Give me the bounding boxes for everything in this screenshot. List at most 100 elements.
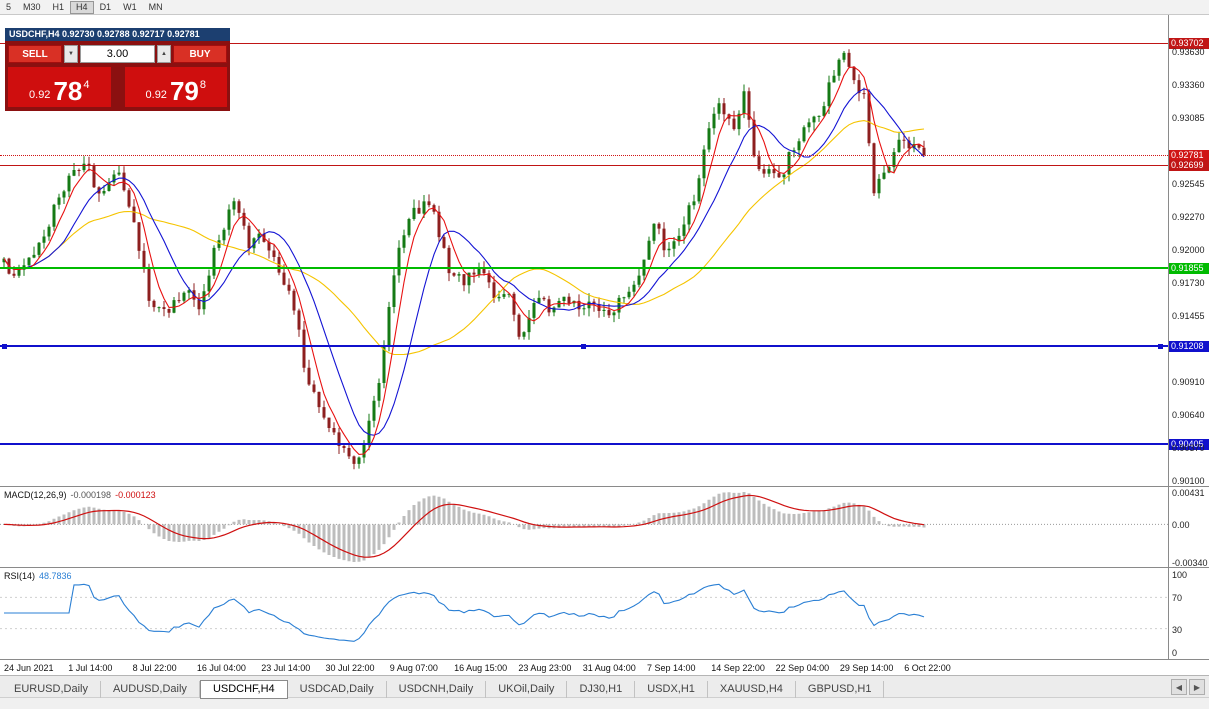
- tab-xauusd-h4[interactable]: XAUUSD,H4: [708, 681, 796, 698]
- rsi-panel-separator[interactable]: [0, 567, 1209, 568]
- sell-price-base: 0.92: [29, 89, 51, 101]
- buy-price-display[interactable]: 0.92 79 8: [124, 67, 227, 107]
- timeframe-d1[interactable]: D1: [94, 1, 118, 14]
- time-tick: 22 Sep 04:00: [775, 663, 830, 673]
- tab-eurusd-daily[interactable]: EURUSD,Daily: [2, 681, 101, 698]
- time-tick: 23 Jul 14:00: [261, 663, 311, 673]
- price-tick: 0.90640: [1172, 410, 1205, 421]
- timeframe-w1[interactable]: W1: [117, 1, 143, 14]
- price-badge-0.91208: 0.91208: [1169, 341, 1209, 352]
- macd-plot[interactable]: [0, 487, 1168, 567]
- price-badge-0.90405: 0.90405: [1169, 439, 1209, 450]
- rsi-name: RSI(14): [4, 571, 36, 581]
- timeframe-h4[interactable]: H4: [70, 0, 94, 14]
- tab-usdcad-daily[interactable]: USDCAD,Daily: [288, 681, 387, 698]
- tab-gbpusd-h1[interactable]: GBPUSD,H1: [796, 681, 885, 698]
- buy-price-base: 0.92: [145, 89, 167, 101]
- time-tick: 7 Sep 14:00: [647, 663, 696, 673]
- sell-price-display[interactable]: 0.92 78 4: [8, 67, 111, 107]
- timeframe-toolbar: 5 M30 H1 H4 D1 W1 MN: [0, 0, 1209, 15]
- rsi-tick: 30: [1172, 624, 1183, 635]
- macd-panel-separator[interactable]: [0, 486, 1209, 487]
- tab-usdchf-h4[interactable]: USDCHF,H4: [199, 680, 288, 699]
- hline-0.93702[interactable]: [0, 43, 1168, 44]
- rsi-plot[interactable]: [0, 568, 1168, 658]
- trade-controls-row: SELL ▼ 3.00 ▲ BUY: [8, 45, 227, 63]
- volume-decrease-button[interactable]: ▼: [64, 45, 78, 63]
- price-tick: 0.92000: [1172, 244, 1205, 255]
- price-tick: 0.93630: [1172, 47, 1205, 57]
- rsi-tick: 100: [1172, 570, 1188, 580]
- rsi-value: 48.7836: [39, 571, 72, 581]
- tab-dj30-h1[interactable]: DJ30,H1: [567, 681, 636, 698]
- price-badge-0.91855: 0.91855: [1169, 263, 1209, 274]
- macd-tick: 0.00431: [1172, 488, 1205, 498]
- tab-usdx-h1[interactable]: USDX,H1: [635, 681, 708, 698]
- chart-window[interactable]: 0.93702 0.92781 0.92699 0.91855 0.91208 0.904…: [0, 15, 1209, 659]
- time-tick: 16 Aug 15:00: [454, 663, 508, 673]
- volume-input[interactable]: 3.00: [80, 45, 155, 63]
- main-chart-plot[interactable]: [0, 15, 1168, 486]
- time-tick: 30 Jul 22:00: [325, 663, 375, 673]
- price-tick: 0.93360: [1172, 79, 1205, 90]
- macd-name: MACD(12,26,9): [4, 490, 67, 500]
- time-tick: 29 Sep 14:00: [839, 663, 894, 673]
- hline-0.91855[interactable]: [0, 267, 1168, 269]
- line-handle[interactable]: [1158, 344, 1163, 349]
- price-badge-0.92699: 0.92699: [1169, 160, 1209, 171]
- time-tick: 23 Aug 23:00: [518, 663, 572, 673]
- time-tick: 14 Sep 22:00: [711, 663, 765, 673]
- tabs-scroll-right-button[interactable]: ▶: [1189, 679, 1205, 695]
- horizontal-lines-layer: [0, 15, 1209, 659]
- time-axis[interactable]: 24 Jun 2021 1 Jul 14:00 8 Jul 22:00 16 Jul …: [0, 659, 1209, 675]
- price-tick: 0.91455: [1172, 311, 1205, 322]
- moving-average-12: [3, 88, 925, 436]
- chart-tab-list: EURUSD,Daily AUDUSD,Daily USDCHF,H4 USDCAD,…: [2, 679, 885, 699]
- sell-price-sup: 4: [83, 79, 90, 91]
- trade-prices-row: 0.92 78 4 0.92 79 8: [8, 67, 227, 107]
- tab-audusd-daily[interactable]: AUDUSD,Daily: [101, 681, 200, 698]
- sell-price-big: 78: [53, 76, 83, 106]
- one-click-trading-panel: SELL ▼ 3.00 ▲ BUY 0.92 78 4 0.92 79 8: [5, 41, 230, 111]
- macd-tick: -0.00340: [1172, 558, 1208, 568]
- chart-title-bar[interactable]: USDCHF,H4 0.92730 0.92788 0.92717 0.9278…: [5, 28, 230, 41]
- tab-ukoil-daily[interactable]: UKOil,Daily: [486, 681, 568, 698]
- timeframe-mn[interactable]: MN: [143, 1, 169, 14]
- moving-average-30: [3, 120, 925, 356]
- tab-scroll-controls: ◀ ▶: [1171, 679, 1205, 695]
- time-tick: 1 Jul 14:00: [68, 663, 113, 673]
- price-tick: 0.90370: [1172, 442, 1205, 453]
- moving-average-5: [3, 66, 925, 455]
- macd-tick: 0.00: [1172, 520, 1190, 531]
- hline-0.90405[interactable]: [0, 443, 1168, 445]
- sell-button[interactable]: SELL: [8, 45, 62, 63]
- hline-0.92781[interactable]: [0, 155, 1168, 156]
- line-handle[interactable]: [2, 344, 7, 349]
- price-axis[interactable]: 0.93702 0.92781 0.92699 0.91855 0.91208 0.904…: [1168, 15, 1209, 659]
- time-tick: 8 Jul 22:00: [132, 663, 177, 673]
- price-badge-0.92781: 0.92781: [1169, 150, 1209, 161]
- macd-main-value: -0.000198: [70, 490, 112, 500]
- rsi-tick: 0: [1172, 648, 1178, 658]
- tabs-scroll-left-button[interactable]: ◀: [1171, 679, 1187, 695]
- line-handle[interactable]: [581, 344, 586, 349]
- tab-usdcnh-daily[interactable]: USDCNH,Daily: [387, 681, 487, 698]
- timeframe-h1[interactable]: H1: [47, 1, 71, 14]
- rsi-label: RSI(14) 48.7836: [4, 571, 76, 581]
- price-tick: 0.92270: [1172, 212, 1205, 223]
- time-tick: 6 Oct 22:00: [904, 663, 951, 673]
- price-tick: 0.91730: [1172, 277, 1205, 288]
- chart-tab-bar: EURUSD,Daily AUDUSD,Daily USDCHF,H4 USDCAD,…: [0, 675, 1209, 699]
- price-tick: 0.90910: [1172, 377, 1205, 388]
- timeframe-m30[interactable]: M30: [17, 1, 47, 14]
- hline-0.92699[interactable]: [0, 165, 1168, 166]
- timeframe-5[interactable]: 5: [0, 1, 17, 14]
- volume-increase-button[interactable]: ▲: [157, 45, 171, 63]
- price-tick: 0.92545: [1172, 178, 1205, 189]
- status-bar: [0, 697, 1209, 709]
- buy-button[interactable]: BUY: [173, 45, 227, 63]
- time-tick: 9 Aug 07:00: [389, 663, 438, 673]
- time-tick: 24 Jun 2021: [4, 663, 54, 673]
- macd-label: MACD(12,26,9) -0.000198 -0.000123: [4, 490, 160, 500]
- time-tick: 16 Jul 04:00: [196, 663, 246, 673]
